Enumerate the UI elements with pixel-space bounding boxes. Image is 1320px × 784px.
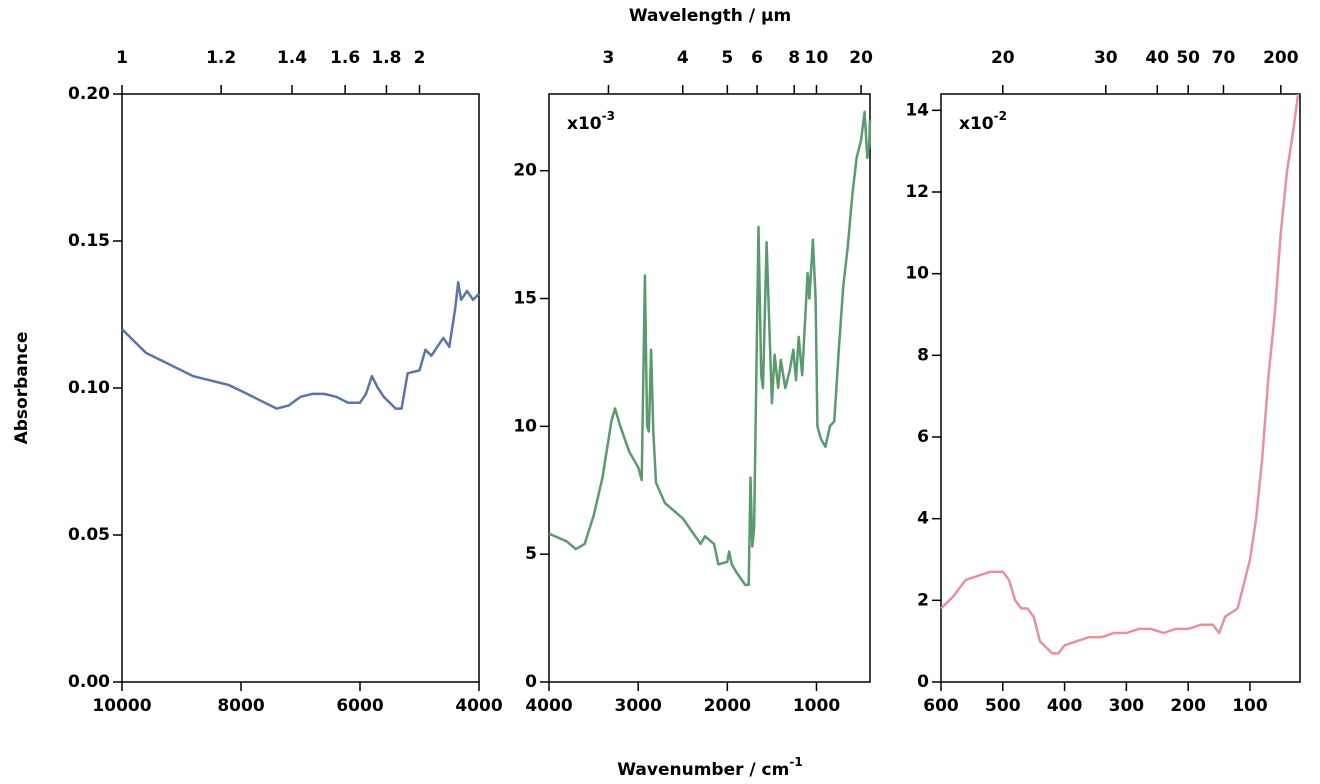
spectrum-line xyxy=(940,93,1300,655)
x-tick-label: 2000 xyxy=(704,696,751,716)
x-tick-label: 4000 xyxy=(455,696,502,716)
multiplier-base: x10 xyxy=(959,114,994,134)
y-tick-label: 0.05 xyxy=(68,525,110,545)
bottom-axis-title: Wavenumber / cm-1 xyxy=(617,755,802,781)
axis-title-text: Wavenumber / cm xyxy=(617,760,789,780)
x-tick-label: 100 xyxy=(1232,696,1268,716)
multiplier-exp: -3 xyxy=(602,109,615,123)
x2-tick-label: 10 xyxy=(805,48,829,68)
y-tick-label: 0.00 xyxy=(68,672,110,692)
y-tick-label: 0 xyxy=(917,672,929,692)
x2-tick-label: 20 xyxy=(849,48,873,68)
y-tick-label: 2 xyxy=(917,590,929,610)
x-tick-label: 400 xyxy=(1047,696,1083,716)
x-tick-label: 4000 xyxy=(525,696,572,716)
x-tick-label: 200 xyxy=(1170,696,1206,716)
y-axis-title: Absorbance xyxy=(12,332,32,445)
x-tick-label: 3000 xyxy=(615,696,662,716)
x-tick-label: 500 xyxy=(985,696,1021,716)
plot-frame xyxy=(121,93,480,683)
x-tick-label: 8000 xyxy=(217,696,264,716)
x2-tick-label: 50 xyxy=(1176,48,1200,68)
x2-tick-label: 1.4 xyxy=(277,48,307,68)
top-axis-title: Wavelength / µm xyxy=(629,6,791,26)
x2-tick-label: 1.2 xyxy=(206,48,236,68)
y-tick-label: 0.15 xyxy=(68,231,110,251)
x2-tick-label: 2 xyxy=(414,48,426,68)
x-tick-label: 10000 xyxy=(92,696,151,716)
multiplier-exp: -2 xyxy=(994,109,1007,123)
y-tick-label: 0.20 xyxy=(68,84,110,104)
x2-tick-label: 6 xyxy=(751,48,763,68)
multiplier-base: x10 xyxy=(567,114,602,134)
x2-tick-label: 4 xyxy=(677,48,689,68)
y-tick-label: 8 xyxy=(917,345,929,365)
x-tick-label: 1000 xyxy=(793,696,840,716)
spectrum-line xyxy=(548,110,872,587)
x-tick-label: 6000 xyxy=(336,696,383,716)
x2-tick-label: 1 xyxy=(116,48,128,68)
axis-multiplier: x10-2 xyxy=(959,109,1007,135)
x2-tick-label: 3 xyxy=(603,48,615,68)
y-tick-label: 0 xyxy=(525,672,537,692)
y-tick-label: 15 xyxy=(513,289,537,309)
y-tick-label: 4 xyxy=(917,509,929,529)
axis-multiplier: x10-3 xyxy=(567,109,615,135)
x2-tick-label: 40 xyxy=(1145,48,1169,68)
plot-frame xyxy=(548,93,871,683)
y-tick-label: 10 xyxy=(905,264,929,284)
x2-tick-label: 1.6 xyxy=(330,48,360,68)
y-tick-label: 20 xyxy=(513,161,537,181)
x2-tick-label: 5 xyxy=(721,48,733,68)
axis-title-sup: -1 xyxy=(789,755,802,769)
y-tick-label: 12 xyxy=(905,182,929,202)
x-tick-label: 600 xyxy=(923,696,959,716)
x2-tick-label: 20 xyxy=(991,48,1015,68)
y-tick-label: 6 xyxy=(917,427,929,447)
y-tick-label: 0.10 xyxy=(68,378,110,398)
y-tick-label: 5 xyxy=(525,544,537,564)
x2-tick-label: 8 xyxy=(788,48,800,68)
x2-tick-label: 70 xyxy=(1212,48,1236,68)
y-tick-label: 10 xyxy=(513,416,537,436)
x2-tick-label: 1.8 xyxy=(371,48,401,68)
x2-tick-label: 30 xyxy=(1094,48,1118,68)
y-tick-label: 14 xyxy=(905,100,929,120)
x2-tick-label: 200 xyxy=(1263,48,1299,68)
spectrum-line xyxy=(121,280,480,410)
x-tick-label: 300 xyxy=(1109,696,1145,716)
plot-frame xyxy=(940,93,1301,683)
